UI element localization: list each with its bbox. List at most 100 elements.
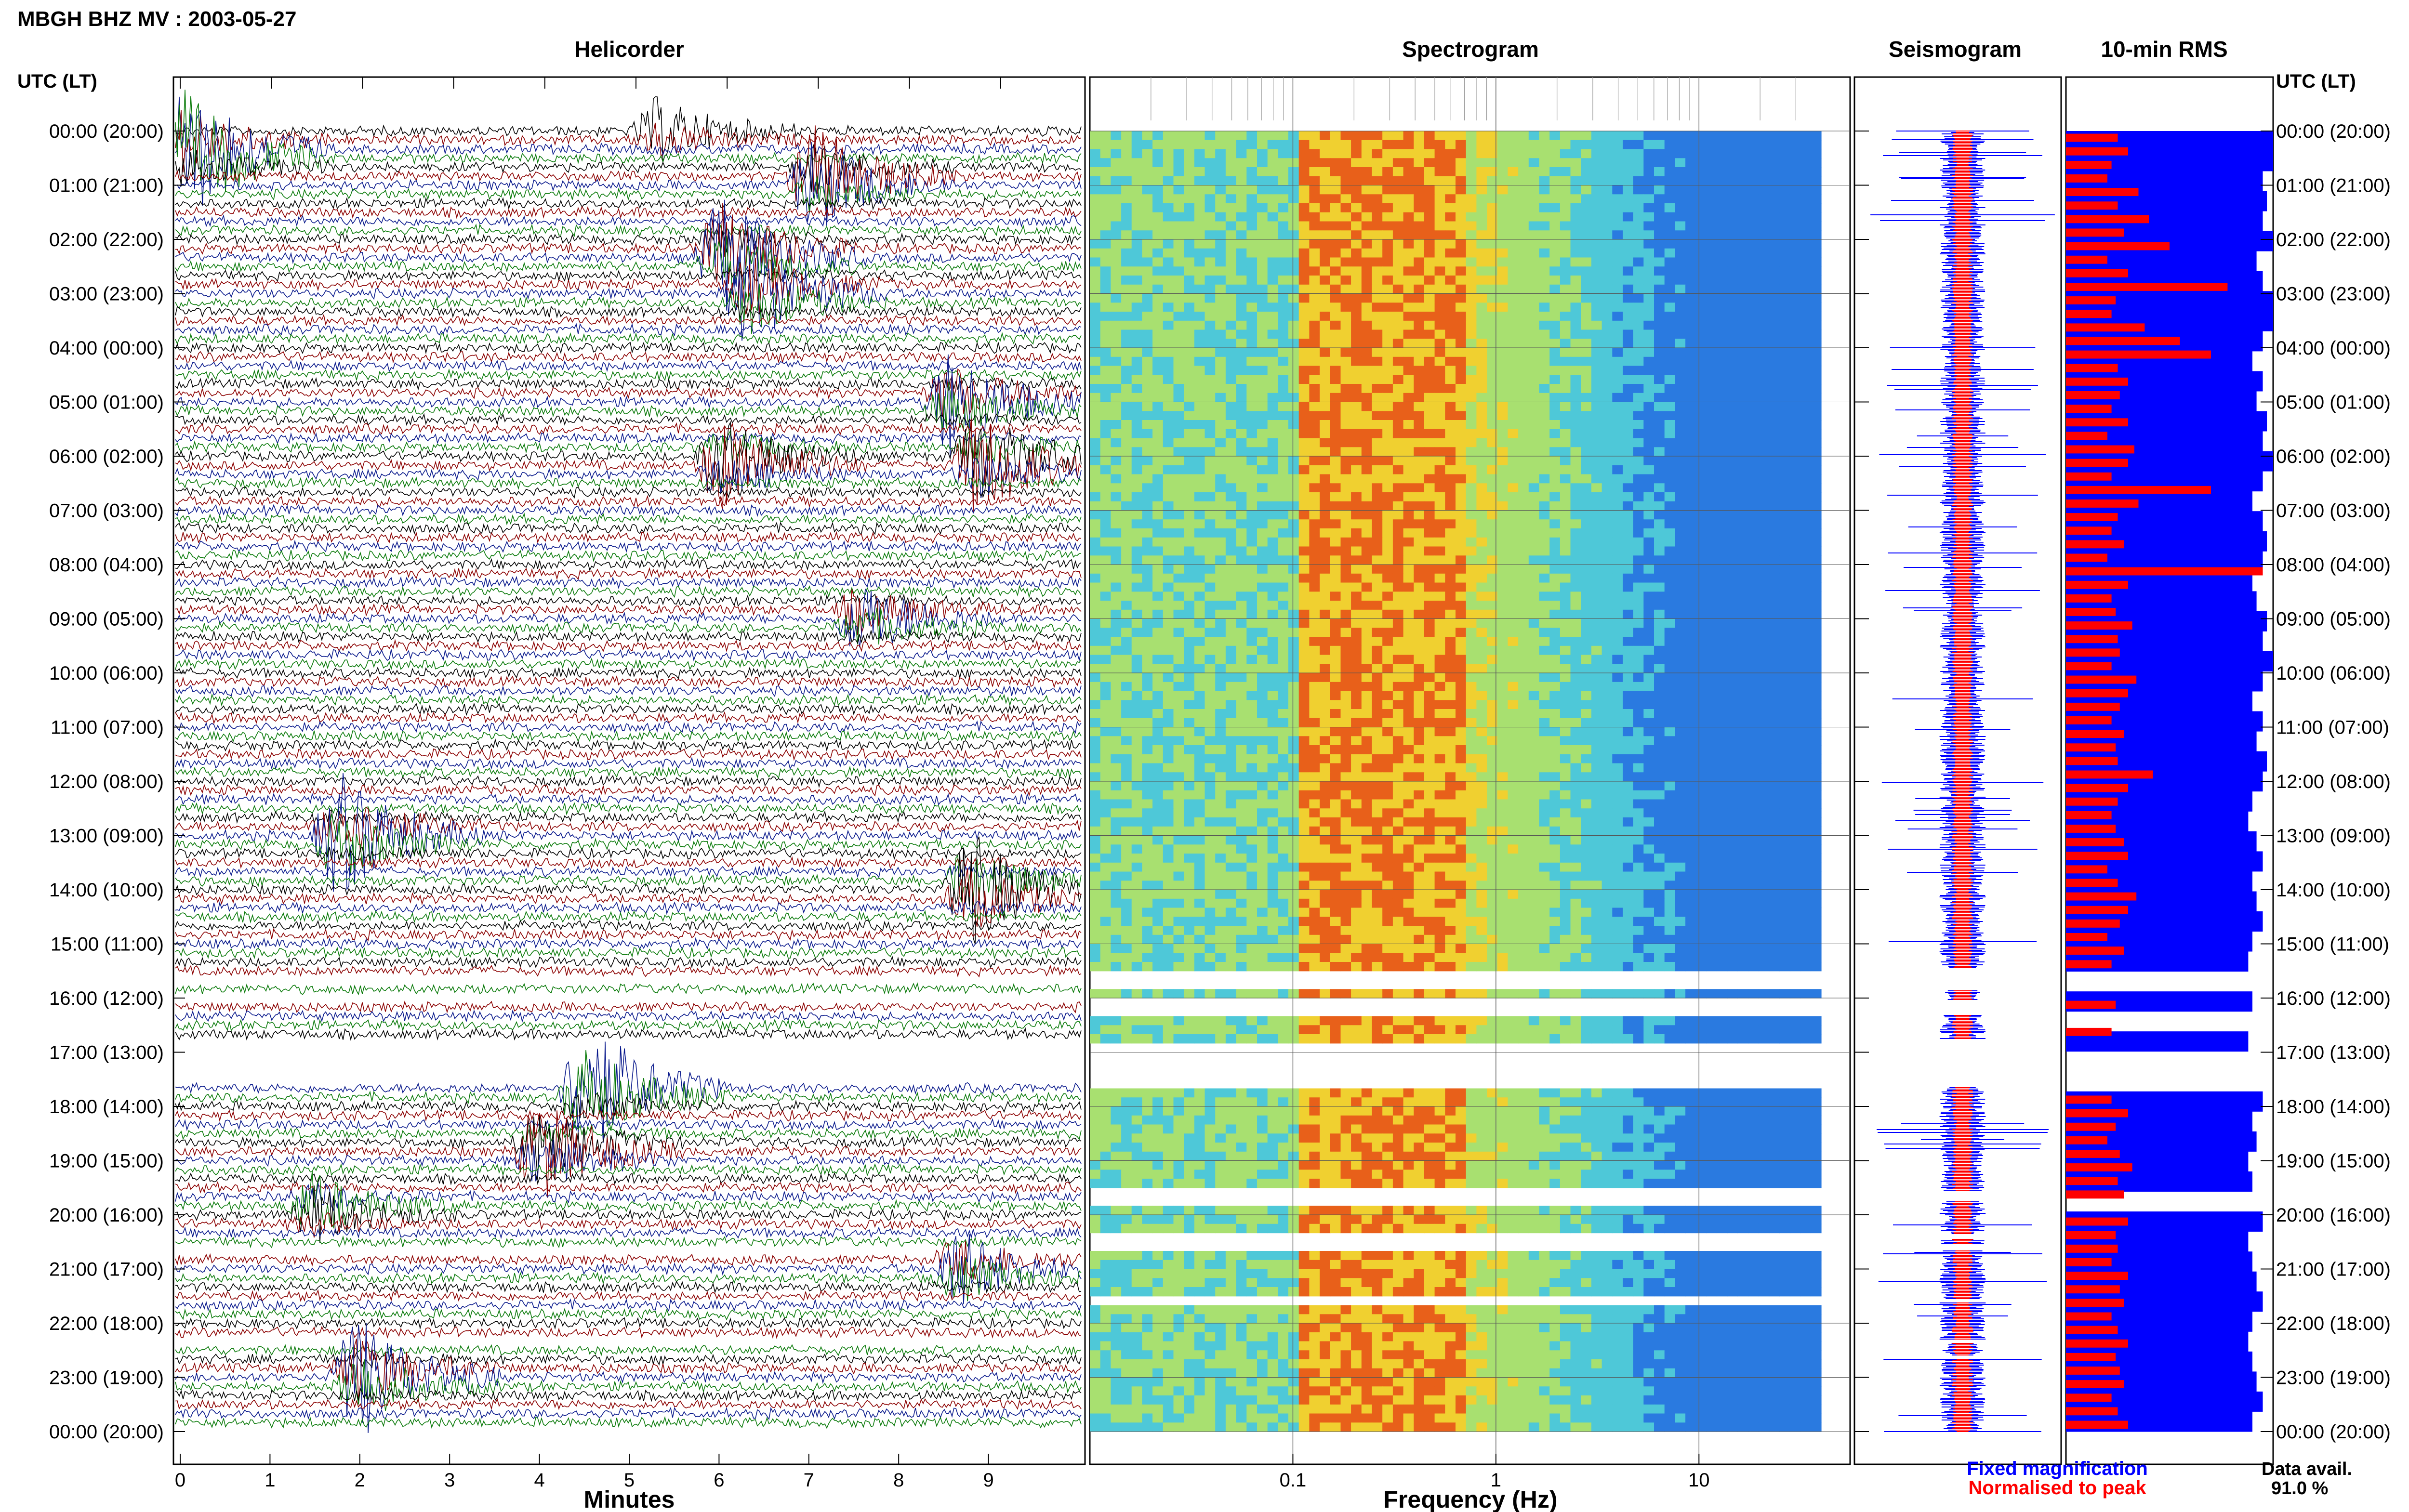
spectrogram-cell <box>1434 456 1445 466</box>
spectrogram-cell <box>1476 203 1487 213</box>
spectrogram-cell <box>1445 691 1456 700</box>
spectrogram-cell <box>1298 140 1310 150</box>
spectrogram-cell <box>1330 293 1341 303</box>
spectrogram-cell <box>1539 673 1550 683</box>
spectrogram-cell <box>1184 700 1195 710</box>
spectrogram-cell <box>1560 366 1571 375</box>
spectrogram-cell <box>1111 682 1122 692</box>
spectrogram-cell <box>1267 230 1278 240</box>
spectrogram-cell <box>1351 628 1362 637</box>
spectrogram-cell <box>1539 528 1550 538</box>
spectrogram-cell <box>1800 474 1811 484</box>
helicorder-trace <box>175 1212 1082 1238</box>
spectrogram-cell <box>1246 375 1257 384</box>
spectrogram-cell <box>1518 348 1529 357</box>
spectrogram-cell <box>1111 248 1122 258</box>
spectrogram-cell <box>1758 727 1770 736</box>
spectrogram-cell <box>1800 456 1811 466</box>
spectrogram-cell <box>1685 221 1696 231</box>
spectrogram-cell <box>1298 592 1310 601</box>
spectrogram-cell <box>1706 293 1717 303</box>
spectrogram-cell <box>1403 637 1414 646</box>
spectrogram-cell <box>1706 637 1717 646</box>
spectrogram-cell <box>1309 203 1320 213</box>
spectrogram-cell <box>1382 682 1393 692</box>
spectrogram-cell <box>1204 266 1216 276</box>
spectrogram-cell <box>1476 140 1487 150</box>
spectrogram-cell <box>1111 546 1122 556</box>
spectrogram-cell <box>1737 185 1748 195</box>
spectrogram-cell <box>1163 555 1174 565</box>
spectrogram-cell <box>1779 194 1790 204</box>
spectrogram-cell <box>1706 664 1717 673</box>
spectrogram-cell <box>1424 519 1435 529</box>
spectrogram-cell <box>1152 276 1164 285</box>
spectrogram-cell <box>1748 537 1759 547</box>
spectrogram-cell <box>1090 645 1101 656</box>
spectrogram-cell <box>1267 356 1278 367</box>
spectrogram-cell <box>1100 592 1111 601</box>
spectrogram-cell <box>1330 465 1341 475</box>
spectrogram-cell <box>1664 718 1675 728</box>
spectrogram-cell <box>1581 582 1592 592</box>
spectrogram-cell <box>1748 185 1759 195</box>
spectrogram-cell <box>1320 709 1331 719</box>
spectrogram-cell <box>1330 266 1341 276</box>
spectrogram-cell <box>1131 149 1142 158</box>
spectrogram-cell <box>1392 555 1404 565</box>
spectrogram-cell <box>1340 329 1351 339</box>
spectrogram-cell <box>1225 212 1237 222</box>
spectrogram-cell <box>1131 393 1142 403</box>
spectrogram-cell <box>1184 212 1195 222</box>
spectrogram-cell <box>1633 194 1644 204</box>
spectrogram-cell <box>1382 555 1393 565</box>
spectrogram-cell <box>1654 618 1665 628</box>
spectrogram-cell <box>1717 348 1728 357</box>
spectrogram-cell <box>1204 519 1216 529</box>
spectrogram-cell <box>1340 185 1351 195</box>
spectrogram-cell <box>1361 555 1373 565</box>
spectrogram-cell <box>1727 546 1738 556</box>
spectrogram-cell <box>1633 393 1644 403</box>
spectrogram-cell <box>1330 573 1341 583</box>
spectrogram-cell <box>1246 664 1257 673</box>
spectrogram-cell <box>1298 709 1310 719</box>
spectrogram-cell <box>1267 664 1278 673</box>
helicorder-trace <box>175 846 1082 860</box>
spectrogram-cell <box>1173 691 1184 700</box>
spectrogram-cell <box>1602 239 1613 249</box>
helicorder-trace <box>175 1182 1082 1211</box>
spectrogram-cell <box>1424 375 1435 384</box>
spectrogram-cell <box>1654 474 1665 484</box>
spectrogram-cell <box>1664 565 1675 574</box>
spectrogram-cell <box>1769 528 1780 538</box>
spectrogram-cell <box>1424 356 1435 367</box>
spectrogram-cell <box>1675 592 1686 601</box>
spectrogram-cell <box>1330 673 1341 683</box>
spectrogram-cell <box>1267 483 1278 493</box>
spectrogram-cell <box>1173 221 1184 231</box>
spectrogram-cell <box>1434 483 1445 493</box>
spectrogram-cell <box>1456 555 1467 565</box>
spectrogram-cell <box>1309 573 1320 583</box>
spectrogram-cell <box>1100 329 1111 339</box>
spectrogram-cell <box>1236 194 1247 204</box>
time-label-right: 05:00 (01:00) <box>2276 392 2391 413</box>
spectrogram-cell <box>1111 420 1122 430</box>
spectrogram-cell <box>1456 411 1467 421</box>
spectrogram-cell <box>1717 284 1728 294</box>
spectrogram-cell <box>1424 718 1435 728</box>
spectrogram-cell <box>1414 140 1425 150</box>
spectrogram-cell <box>1445 483 1456 493</box>
spectrogram-cell <box>1560 276 1571 285</box>
spectrogram-cell <box>1633 429 1644 439</box>
helicorder-trace <box>175 1280 1082 1294</box>
spectrogram-cell <box>1403 501 1414 511</box>
spectrogram-cell <box>1497 492 1508 502</box>
spectrogram-cell <box>1654 609 1665 619</box>
spectrogram-cell <box>1466 492 1477 502</box>
spectrogram-cell <box>1456 257 1467 267</box>
spectrogram-cell <box>1518 339 1529 348</box>
spectrogram-cell <box>1643 447 1655 457</box>
spectrogram-cell <box>1612 411 1623 421</box>
